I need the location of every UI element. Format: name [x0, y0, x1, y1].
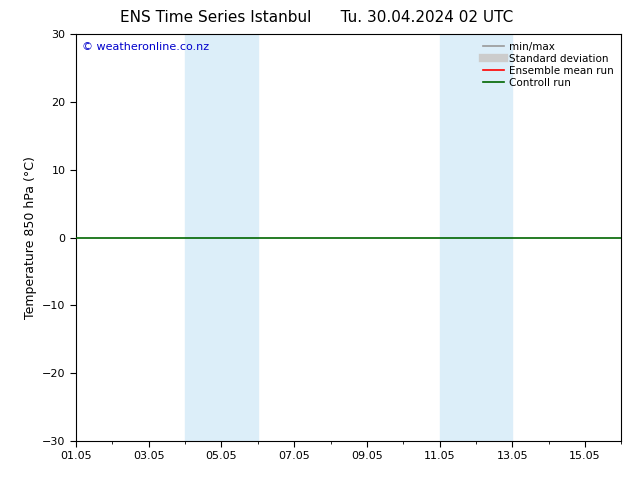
- Y-axis label: Temperature 850 hPa (°C): Temperature 850 hPa (°C): [23, 156, 37, 319]
- Text: ENS Time Series Istanbul      Tu. 30.04.2024 02 UTC: ENS Time Series Istanbul Tu. 30.04.2024 …: [120, 10, 514, 25]
- Text: © weatheronline.co.nz: © weatheronline.co.nz: [82, 43, 209, 52]
- Bar: [185, 34, 258, 441]
- Bar: [439, 34, 512, 441]
- Legend: min/max, Standard deviation, Ensemble mean run, Controll run: min/max, Standard deviation, Ensemble me…: [481, 40, 616, 90]
